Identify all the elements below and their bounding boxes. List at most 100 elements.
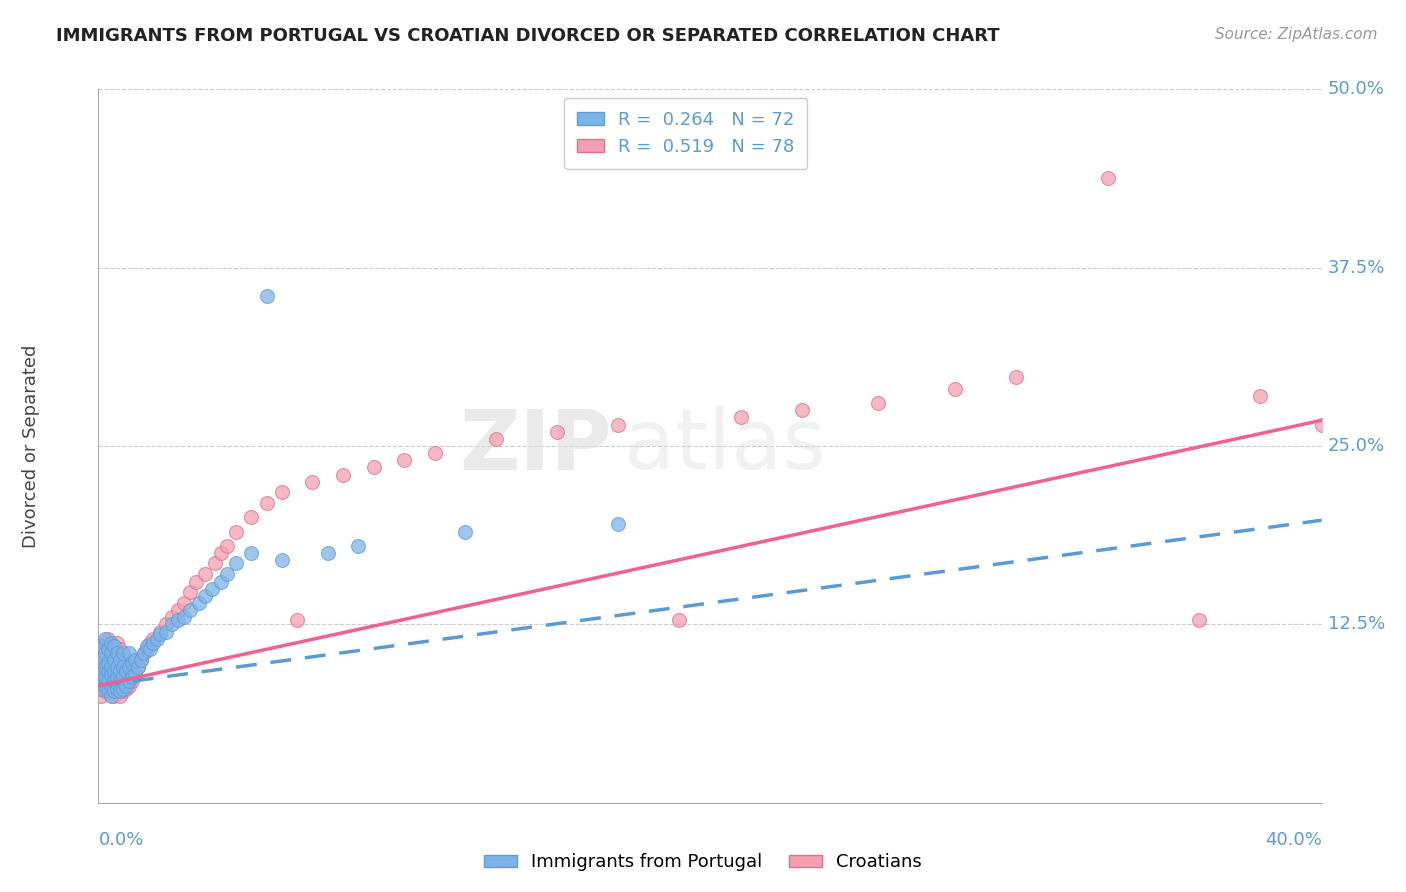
Point: [111, 670, 134, 684]
Point: [1310, 417, 1333, 432]
Point: [93, 636, 115, 650]
Point: [90, 681, 112, 696]
Point: [225, 524, 247, 539]
Point: [100, 670, 122, 684]
Point: [139, 641, 162, 656]
Point: [155, 624, 177, 639]
Point: [118, 660, 141, 674]
Point: [139, 636, 162, 650]
Point: [730, 410, 752, 425]
Point: [97, 653, 120, 667]
Point: [1004, 370, 1026, 384]
Point: [103, 660, 125, 674]
Point: [90, 689, 112, 703]
Point: [1097, 170, 1119, 185]
Point: [93, 660, 115, 674]
Point: [285, 613, 308, 627]
Point: [200, 582, 222, 596]
Point: [136, 639, 159, 653]
Point: [134, 646, 156, 660]
Point: [97, 681, 120, 696]
Point: [111, 684, 134, 698]
Point: [100, 636, 122, 650]
Point: [256, 496, 278, 510]
Point: [129, 653, 152, 667]
Point: [115, 665, 138, 679]
Point: [108, 665, 131, 679]
Point: [90, 639, 112, 653]
Point: [100, 684, 122, 698]
Point: [90, 674, 112, 689]
Point: [142, 632, 165, 646]
Point: [103, 689, 125, 703]
Point: [127, 660, 149, 674]
Point: [204, 556, 226, 570]
Point: [115, 679, 138, 693]
Point: [108, 674, 131, 689]
Point: [1249, 389, 1271, 403]
Point: [108, 653, 131, 667]
Point: [392, 453, 416, 467]
Point: [93, 679, 115, 693]
Point: [93, 646, 115, 660]
Point: [1188, 613, 1211, 627]
Point: [149, 627, 172, 641]
Point: [105, 656, 128, 670]
Point: [90, 660, 112, 674]
Text: Divorced or Separated: Divorced or Separated: [22, 344, 41, 548]
Point: [868, 396, 890, 410]
Point: [103, 641, 125, 656]
Point: [194, 567, 217, 582]
Point: [136, 641, 159, 656]
Point: [188, 596, 211, 610]
Point: [134, 646, 156, 660]
Point: [105, 636, 128, 650]
Point: [173, 596, 195, 610]
Point: [124, 667, 146, 681]
Point: [215, 539, 238, 553]
Point: [160, 610, 183, 624]
Text: 0.0%: 0.0%: [98, 831, 143, 849]
Point: [668, 613, 690, 627]
Point: [97, 656, 120, 670]
Point: [115, 681, 138, 696]
Point: [111, 670, 134, 684]
Point: [607, 517, 630, 532]
Point: [485, 432, 508, 446]
Point: [124, 653, 146, 667]
Point: [97, 632, 120, 646]
Point: [111, 681, 134, 696]
Legend: Immigrants from Portugal, Croatians: Immigrants from Portugal, Croatians: [477, 847, 929, 879]
Point: [270, 484, 292, 499]
Point: [108, 674, 131, 689]
Point: [111, 656, 134, 670]
Point: [108, 684, 131, 698]
Text: 12.5%: 12.5%: [1327, 615, 1385, 633]
Point: [121, 674, 143, 689]
Point: [225, 556, 247, 570]
Point: [100, 679, 122, 693]
Point: [316, 546, 339, 560]
Text: ZIP: ZIP: [460, 406, 612, 486]
Legend: R =  0.264   N = 72, R =  0.519   N = 78: R = 0.264 N = 72, R = 0.519 N = 78: [564, 98, 807, 169]
Point: [97, 667, 120, 681]
Point: [105, 660, 128, 674]
Point: [173, 610, 195, 624]
Point: [103, 674, 125, 689]
Point: [100, 689, 122, 703]
Point: [363, 460, 385, 475]
Point: [100, 656, 122, 670]
Text: 25.0%: 25.0%: [1327, 437, 1385, 455]
Point: [118, 646, 141, 660]
Point: [179, 603, 201, 617]
Point: [97, 641, 120, 656]
Text: Source: ZipAtlas.com: Source: ZipAtlas.com: [1215, 27, 1378, 42]
Point: [145, 632, 167, 646]
Point: [100, 639, 122, 653]
Point: [100, 646, 122, 660]
Point: [97, 665, 120, 679]
Point: [179, 584, 201, 599]
Point: [103, 665, 125, 679]
Point: [103, 674, 125, 689]
Point: [97, 674, 120, 689]
